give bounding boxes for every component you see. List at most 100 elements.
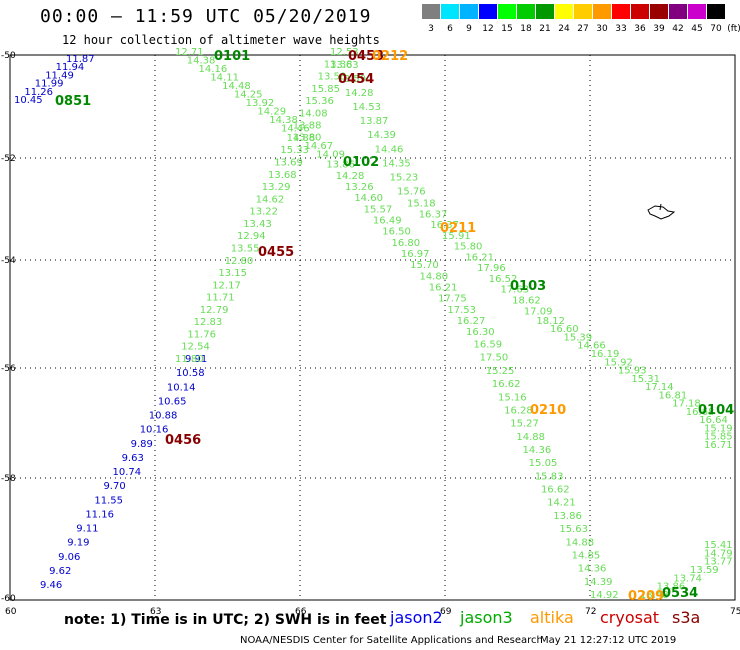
legend-swatch: [555, 4, 573, 19]
wave-height-value: 12.71: [175, 47, 204, 58]
wave-height-value: 15.57: [364, 204, 393, 215]
wave-height-value: 14.38: [187, 56, 216, 67]
wave-height-value: 14.67: [305, 141, 334, 152]
wave-height-value: 11.94: [56, 62, 85, 73]
legend-swatch: [688, 4, 706, 19]
satellite-name-s3a: s3a: [672, 608, 701, 627]
map-title: 00:00 – 11:59 UTC 05/20/2019: [40, 6, 372, 27]
wave-height-value: 11.99: [35, 79, 64, 90]
wave-height-value: 14.60: [354, 193, 383, 204]
lat-tick-label: -50: [1, 51, 16, 61]
wave-height-value: 13.87: [360, 116, 389, 127]
satellite-name-jason3: jason3: [460, 608, 513, 627]
wave-height-value: 16.80: [392, 238, 421, 249]
wave-height-value: 18.12: [536, 316, 565, 327]
wave-height-value: 14.48: [222, 81, 251, 92]
wave-height-value: 13.55: [231, 243, 260, 254]
wave-height-value: 10.16: [140, 425, 169, 436]
wave-height-value: 16.28: [504, 405, 533, 416]
wave-height-value: 15.70: [410, 260, 439, 271]
wave-height-value: 17.14: [645, 382, 674, 393]
wave-height-value: 9.11: [76, 524, 98, 535]
wave-height-value: 12.83: [194, 317, 223, 328]
wave-height-value: 13.22: [249, 207, 278, 218]
wave-height-value: 13.38: [324, 59, 353, 70]
wave-height-value: 16.50: [382, 227, 411, 238]
legend-swatch: [536, 4, 554, 19]
legend-label: 36: [634, 24, 646, 34]
wave-height-value: 9.46: [40, 580, 62, 591]
wave-height-value: 15.33: [280, 145, 309, 156]
lat-tick-label: -56: [1, 364, 16, 374]
legend-label: 70: [710, 24, 722, 34]
wave-height-value: 13.92: [246, 98, 275, 109]
wave-height-value: 13.88: [293, 121, 322, 132]
wave-height-value: 16.27: [457, 316, 486, 327]
wave-height-value: 10.88: [149, 411, 178, 422]
pass-number-label: 0212: [372, 49, 408, 64]
wave-height-value: 13.59: [337, 74, 366, 85]
wave-height-value: 17.63: [500, 285, 529, 296]
wave-height-value: 14.88: [516, 432, 545, 443]
wave-height-value: 16.71: [704, 440, 733, 451]
legend-label: 6: [447, 24, 453, 34]
wave-height-value: 16.21: [429, 283, 458, 294]
pass-number-label: 0454: [338, 72, 374, 87]
pass-number-label: 0211: [440, 221, 476, 236]
legend-swatch: [631, 4, 649, 19]
lon-tick-label: 69: [440, 607, 452, 617]
kerguelen-island-coastline: [647, 203, 676, 220]
lat-tick-label: -60: [1, 594, 16, 604]
wave-height-value: 9.63: [122, 453, 144, 464]
lon-tick-label: 72: [585, 607, 596, 617]
wave-height-value: 14.39: [367, 130, 396, 141]
wave-height-value: 15.23: [390, 172, 419, 183]
wave-height-value: 14.46: [281, 124, 310, 135]
wave-height-value: 13.74: [673, 573, 702, 584]
wave-height-value: 10.65: [158, 396, 187, 407]
lon-tick-label: 75: [730, 607, 740, 617]
wave-height-value: 15.36: [305, 96, 334, 107]
wave-height-value: 13.59: [690, 565, 719, 576]
wave-height-value: 14.53: [352, 102, 381, 113]
wave-height-value: 16.52: [489, 274, 518, 285]
legend-label: 30: [596, 24, 608, 34]
wave-height-value: 15.80: [454, 242, 483, 253]
wave-height-value: 14.29: [257, 107, 286, 118]
wave-height-value: 15.93: [618, 366, 647, 377]
wave-height-value: 16.62: [492, 379, 521, 390]
satellite-name-cryosat: cryosat: [600, 608, 660, 627]
pass-number-label: 0104: [698, 403, 734, 418]
wave-height-value: 13.86: [326, 160, 355, 171]
pass-number-label: 0210: [530, 403, 566, 418]
wave-height-value: 10.14: [167, 382, 196, 393]
wave-height-value: 14.88: [287, 133, 316, 144]
wave-height-value: 9.06: [58, 552, 80, 563]
wave-height-value: 11.87: [66, 54, 95, 65]
legend-label: 33: [615, 24, 627, 34]
wave-height-value: 15.27: [510, 419, 539, 430]
wave-height-value: 12.79: [200, 305, 229, 316]
wave-height-value: 13.15: [218, 268, 247, 279]
wave-height-value: 12.53: [330, 47, 359, 58]
wave-height-value: 13.26: [345, 182, 374, 193]
legend-swatch: [517, 4, 535, 19]
wave-height-value: 16.21: [465, 252, 494, 263]
wave-height-value: 15.83: [535, 471, 564, 482]
wave-height-value: 17.18: [672, 399, 701, 410]
wave-height-value: 16.81: [659, 390, 688, 401]
legend-label: 24: [558, 24, 570, 34]
wave-height-value: 13.86: [657, 582, 686, 593]
wave-height-value: 11.76: [187, 329, 216, 340]
wave-height-value: 14.21: [547, 498, 576, 509]
legend-label: 12: [482, 24, 494, 34]
satellite-name-altika: altika: [530, 608, 574, 627]
legend-swatch: [460, 4, 478, 19]
legend-label: 27: [577, 24, 589, 34]
wave-height-value: 14.11: [210, 73, 239, 84]
legend-label: 45: [691, 24, 703, 34]
wave-height-value: 14.28: [336, 171, 365, 182]
legend-label: 15: [501, 24, 513, 34]
legend-label: 9: [466, 24, 472, 34]
